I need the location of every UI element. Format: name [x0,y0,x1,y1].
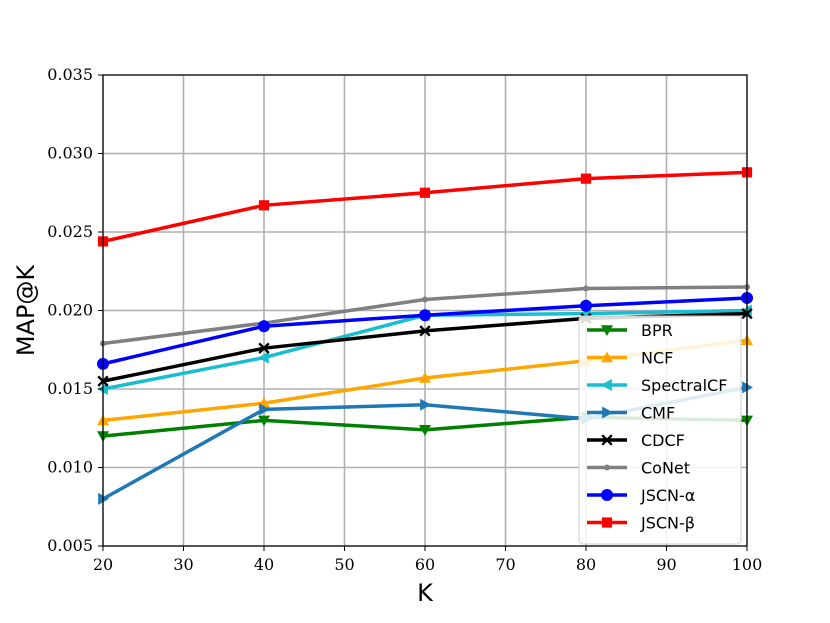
data-point [419,309,431,322]
y-tick-label: 0.005 [47,536,93,555]
legend-item: CoNet [587,459,690,478]
y-tick-label: 0.015 [47,379,93,398]
y-tick-label: 0.025 [47,222,93,241]
legend-item: CMF [587,404,675,423]
legend-marker [601,379,612,391]
legend-label: CMF [641,404,675,423]
x-tick-label: 60 [415,555,435,574]
legend-item: JSCN-β [587,514,695,533]
data-point [583,285,589,292]
data-point [419,425,431,436]
legend-box [578,315,742,545]
x-tick-label: 80 [576,555,596,574]
data-point [258,200,270,211]
axis-ticks: 20 30 40 50 60 70 80 90 100 0.005 0.010 0.015 0.020 0… [47,65,762,574]
data-point [419,325,431,337]
x-tick-label: 100 [732,555,763,574]
legend-marker [601,489,613,501]
legend-item: BPR [587,321,673,340]
data-point [580,173,592,184]
legend-item: NCF [587,349,673,368]
data-point [422,296,428,303]
data-point [419,187,431,198]
x-tick-label: 70 [495,555,515,574]
legend-label: JSCN-β [640,514,695,533]
x-tick-label: 50 [334,555,354,574]
legend-label: BPR [641,321,673,340]
y-tick-label: 0.030 [47,144,93,163]
data-point [419,372,431,383]
data-point [258,415,270,427]
x-tick-label: 30 [173,555,193,574]
legend-item: JSCN-α [587,486,695,505]
legend: BPR NCF SpectralCF CMF CDCF CoNet JSCN-α JSCN-β [578,315,742,545]
data-point [258,351,269,364]
legend-marker [601,325,613,336]
legend-label: CoNet [641,459,690,478]
legend-label: NCF [641,349,673,368]
y-tick-label: 0.020 [47,301,93,320]
legend-label: SpectralCF [641,376,727,395]
legend-marker [601,434,613,446]
data-point [420,398,431,411]
x-tick-label: 20 [93,555,113,574]
legend-label: JSCN-α [640,486,695,505]
legend-label: CDCF [641,431,685,450]
legend-item: SpectralCF [587,376,727,395]
legend-marker [601,517,613,528]
x-axis-title: K [417,579,434,607]
x-tick-label: 40 [254,555,274,574]
y-tick-label: 0.010 [47,458,93,477]
data-point [580,299,592,312]
x-tick-label: 90 [656,555,676,574]
legend-marker [602,406,613,419]
y-axis-title: MAP@K [12,264,40,357]
data-point [259,403,270,416]
data-point [258,320,270,333]
legend-item: CDCF [587,431,685,450]
legend-marker [604,464,610,471]
legend-marker [601,351,613,363]
data-point [258,342,270,354]
y-tick-label: 0.035 [47,65,93,84]
